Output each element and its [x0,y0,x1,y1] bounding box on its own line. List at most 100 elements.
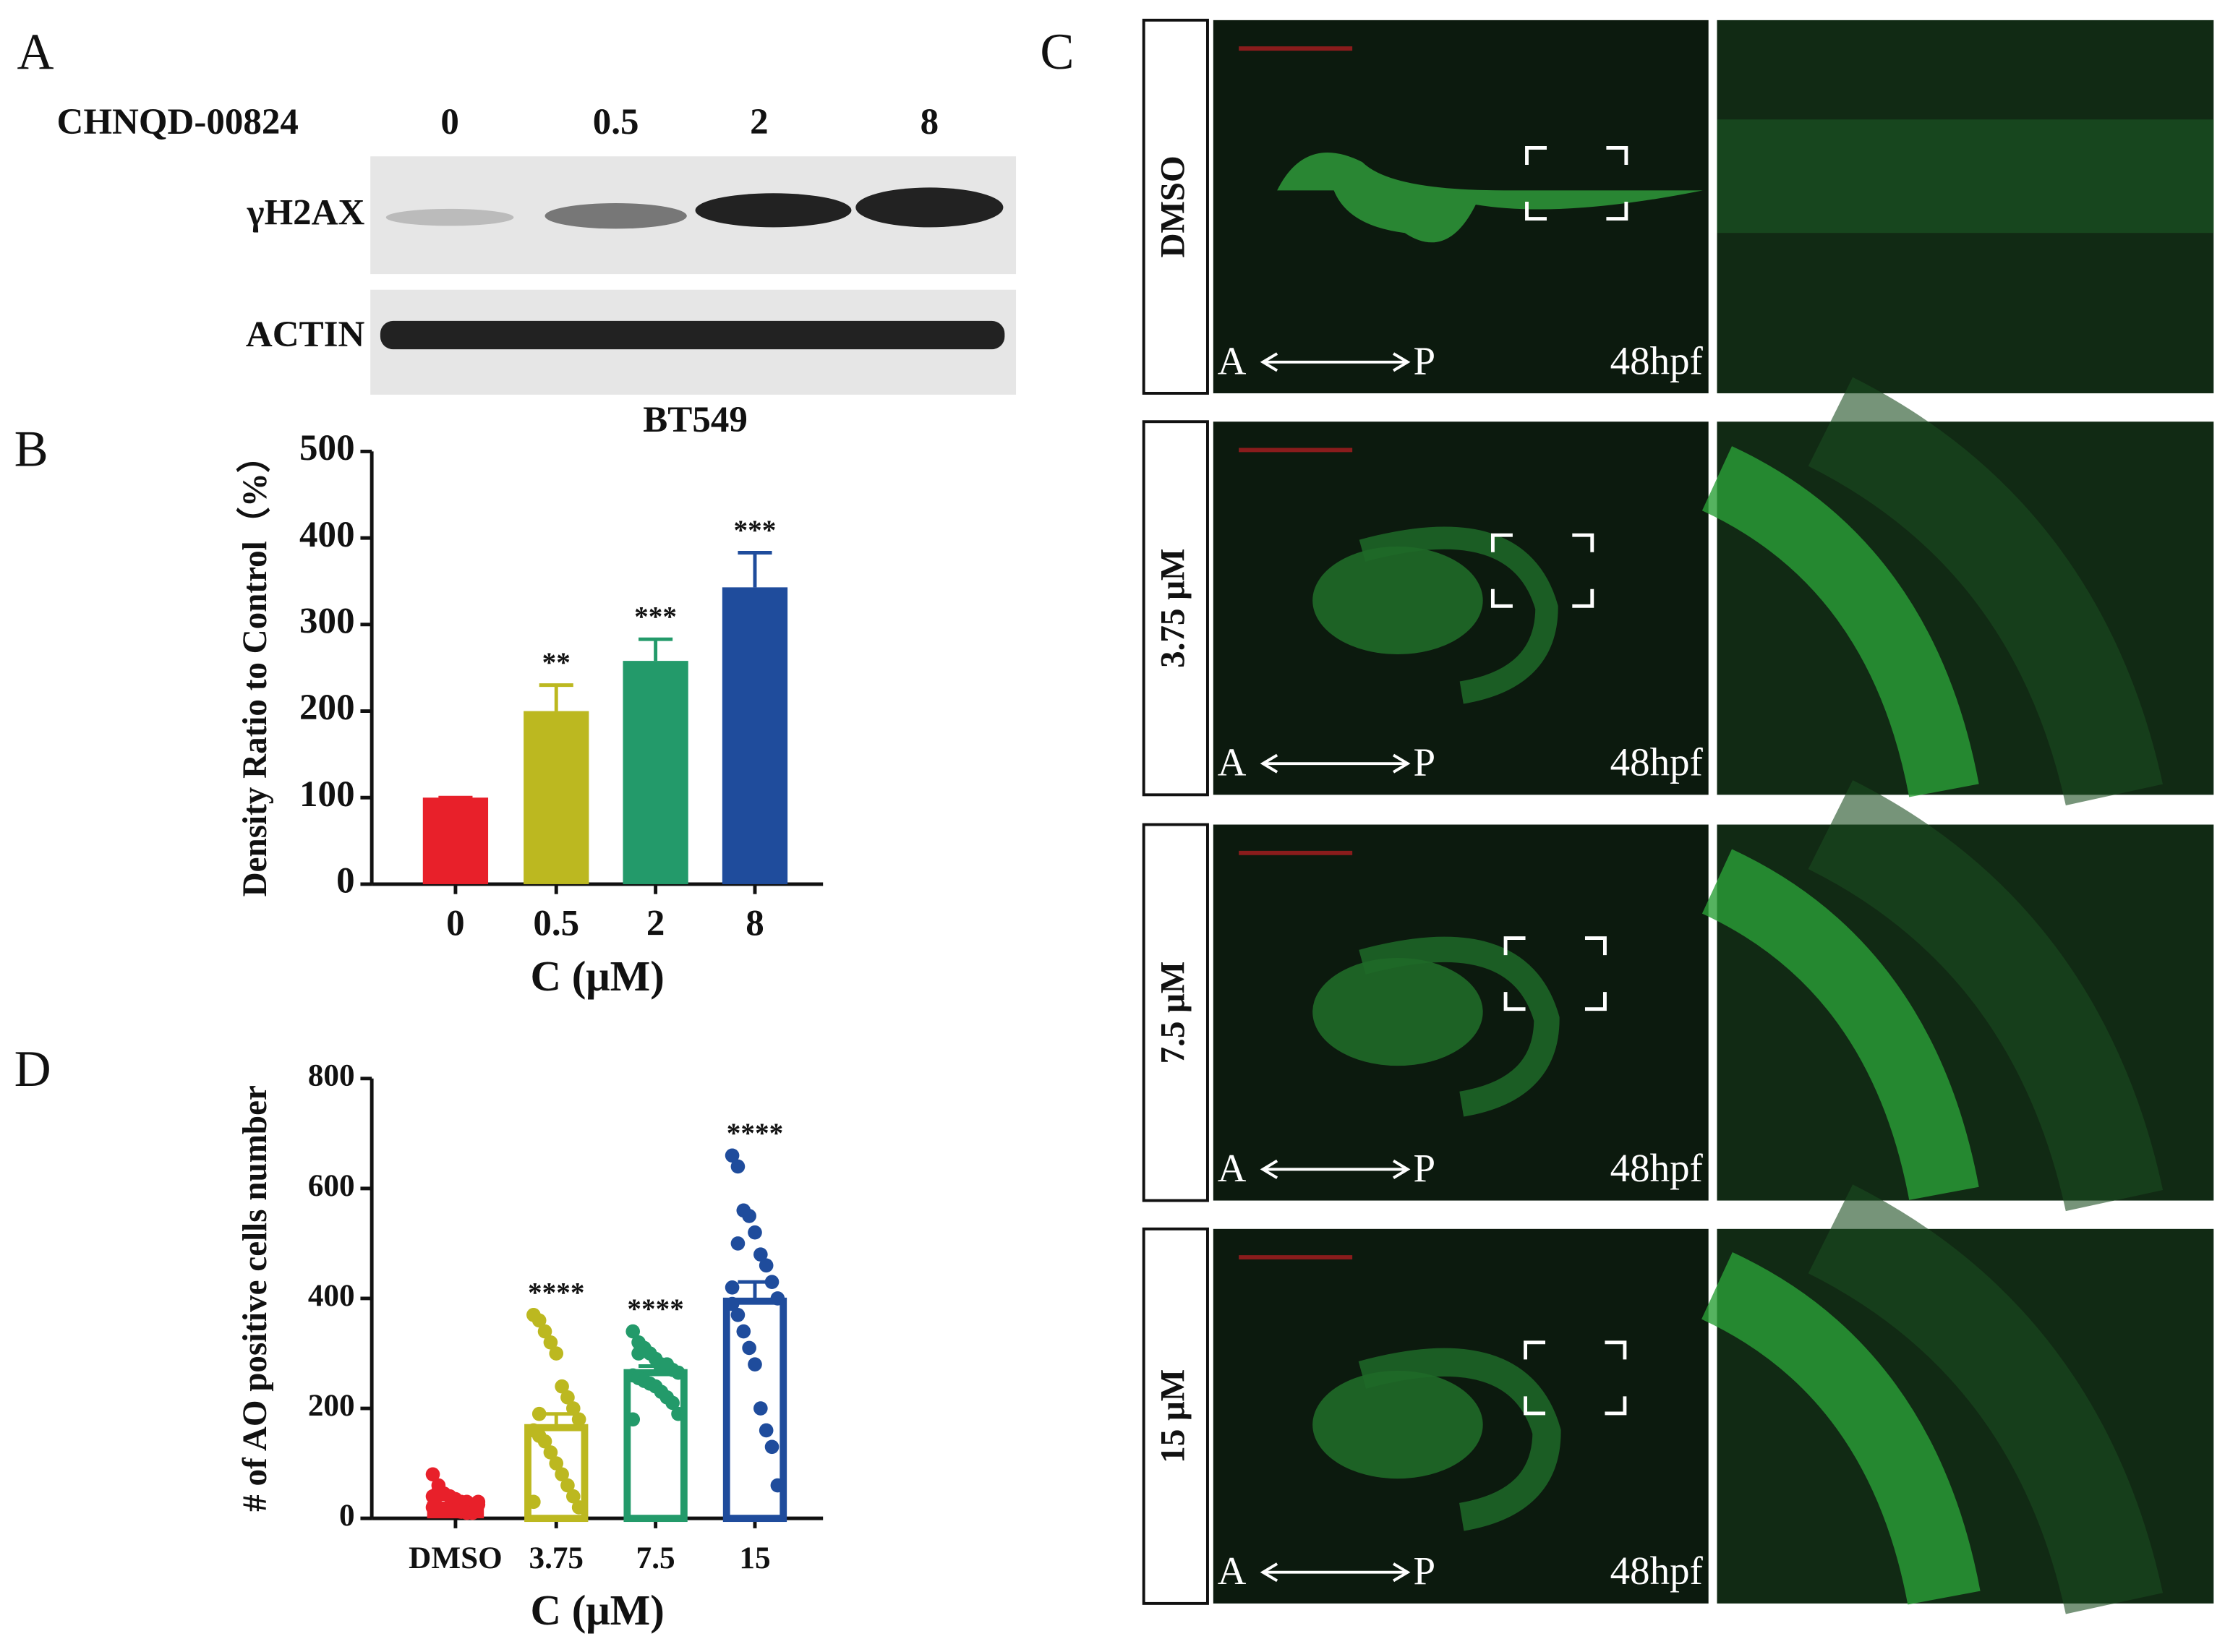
panel-label: A [17,24,54,80]
data-point [748,1225,762,1240]
y-tick-label: 800 [308,1059,355,1093]
x-tick-label: 3.75 [529,1541,584,1575]
y-axis-label: Density Ratio to Control（%） [236,439,274,896]
data-point [425,1467,440,1482]
band [695,193,852,228]
embryo [1312,958,1483,1066]
zoom-outline [1808,377,2164,806]
bar [722,587,788,884]
data-point [730,1236,746,1251]
axis-end: P [1414,740,1436,784]
data-point [560,1478,575,1493]
data-point [753,1401,768,1416]
data-point [549,1346,564,1361]
y-tick-label: 400 [308,1279,355,1313]
zoom-bracket [1584,936,1607,956]
y-tick-label: 200 [299,688,355,728]
bar [623,1369,688,1523]
zoom-outline [1808,1184,2164,1614]
y-tick-label: 300 [299,602,355,642]
data-point [537,1434,552,1449]
condition-box [1142,823,1209,1202]
zoom-bracket [1525,202,1547,221]
data-point [725,1280,740,1295]
embryo [1312,1371,1483,1479]
y-tick-label: 0 [336,861,355,902]
zoom-bracket [1503,936,1526,956]
zoom-bracket [1572,533,1594,552]
significance: **** [528,1277,584,1308]
y-tick-label: 100 [299,774,355,815]
axis-start: A [1218,740,1247,784]
data-point [742,1340,756,1356]
data-point [759,1423,774,1438]
bar [722,1297,787,1523]
zoom-tissue [1701,446,1979,797]
embryo-tail [1358,1348,1561,1531]
band-label: γH2AX [247,192,365,233]
data-point [565,1489,581,1504]
panel-label: D [14,1041,51,1097]
data-point [625,1324,641,1339]
band [544,203,687,229]
stage: 48hpf [1610,1549,1704,1593]
arrow-head [1260,352,1411,372]
zoom-tissue [1717,119,2214,234]
data-point [665,1395,680,1411]
data-point [742,1209,756,1223]
data-point [736,1324,751,1339]
data-point [543,1445,558,1460]
panel-label: B [14,421,48,478]
zoom-bracket [1503,992,1526,1011]
embryo [1277,153,1703,243]
data-point [526,1494,541,1510]
data-point [671,1406,686,1421]
zoom-bracket [1524,1340,1546,1360]
panel-c: DMSO A P 48hpf 3.75 μM A P 48hpf 7.5 μM A P 48hpf 15… [1142,18,2214,1614]
treatment-label: CHNQD-00824 [56,102,298,142]
data-point [555,1467,569,1482]
significance: *** [734,515,777,546]
band [380,320,1005,350]
x-tick-label: 15 [739,1541,770,1575]
data-point [730,1159,746,1174]
data-point [764,1275,780,1289]
axis-end: P [1414,1549,1436,1593]
data-point [631,1346,646,1361]
zoom-tissue [1701,849,1979,1200]
band [385,208,514,226]
data-point [770,1291,785,1306]
embryo-tail [1359,526,1558,704]
data-point [565,1401,581,1416]
y-tick-label: 400 [299,515,355,555]
data-point [431,1484,446,1498]
y-tick-label: 200 [308,1389,355,1423]
axis-end: P [1414,1146,1436,1190]
data-point [531,1406,547,1421]
significance: **** [727,1118,783,1149]
band-label: ACTIN [246,314,365,355]
cell-line: BT549 [643,400,748,440]
x-tick-label: 0 [446,904,465,944]
zoom-bracket [1584,992,1607,1011]
panel-label: C [1040,24,1074,80]
data-point [748,1357,762,1372]
condition-box [1142,1227,1209,1605]
axis-start: A [1218,338,1247,382]
x-tick-label: 0.5 [533,904,579,944]
dose-label: 2 [750,102,769,142]
zoom-bracket [1605,1340,1627,1360]
axis-start: A [1218,1549,1247,1593]
stage: 48hpf [1610,740,1704,784]
data-point [753,1247,768,1262]
significance: ** [542,647,571,678]
arrow-head [1260,753,1411,774]
data-point [671,1365,686,1380]
data-point [537,1324,552,1339]
data-point [465,1505,480,1520]
data-point [571,1412,586,1427]
zoom-bracket [1525,146,1547,166]
data-point [730,1307,746,1322]
x-tick-label: DMSO [409,1541,502,1575]
